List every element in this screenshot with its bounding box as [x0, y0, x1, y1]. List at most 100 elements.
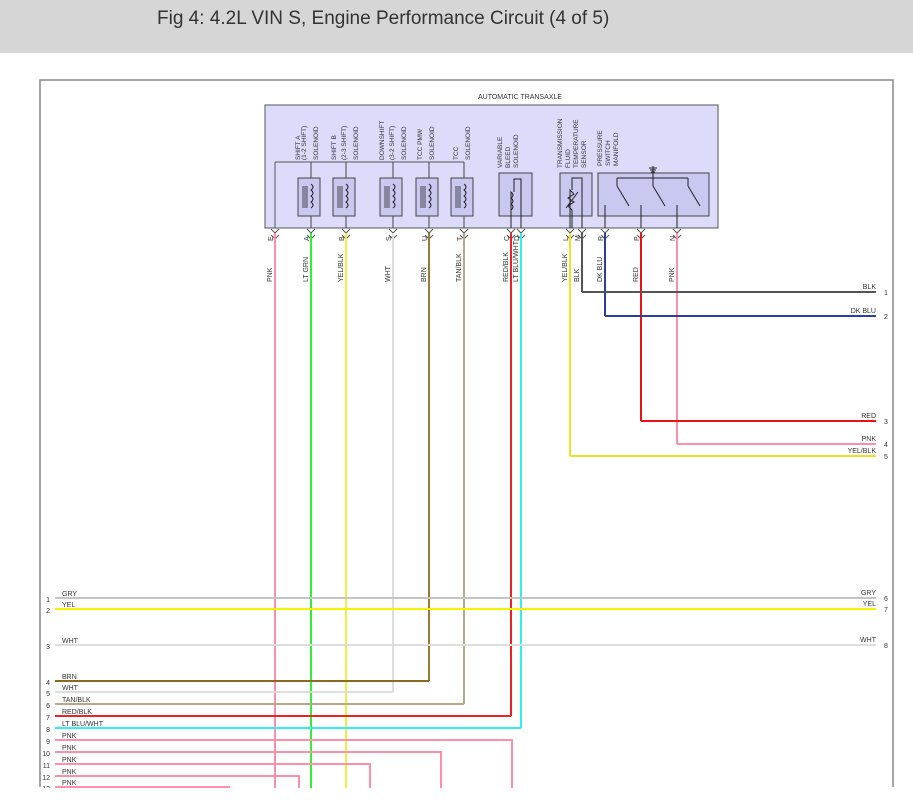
pin-label-M: M [575, 235, 582, 241]
downshift-solenoid-label: SOLENOID [401, 126, 408, 160]
left-wire-9 [55, 739, 513, 802]
downshift-solenoid-label: DOWNSHIFT [379, 121, 386, 160]
shift-b-solenoid-label: (2-3 SHIFT) [341, 126, 348, 160]
left-wire-10 [55, 751, 442, 802]
pin-label-A: A [304, 236, 311, 241]
coil-icon [463, 183, 467, 209]
page-bottom [0, 788, 913, 802]
shift-a-solenoid-body [297, 177, 321, 217]
pin-label-U: U [422, 236, 429, 241]
wire-color-label: LT BLU/WHT [513, 240, 520, 282]
left-pin-number: 1 [46, 597, 50, 604]
left-wire-label: TAN/BLK [62, 697, 91, 704]
downshift-solenoid-label: (3-2 SHIFT) [389, 126, 396, 160]
shift-a-solenoid-label: (1-2 SHIFT) [301, 126, 308, 160]
wire-color-label: YEL/BLK [338, 253, 345, 282]
transmission-fluid-temperature-sensor-label: SENSOR [581, 140, 588, 168]
right-pin-number: 1 [884, 290, 888, 297]
tcc-pwm-solenoid-label: TCC PMW [417, 128, 424, 160]
left-wire-label: PNK [62, 733, 77, 740]
left-pin-number: 8 [46, 727, 50, 734]
pin-label-E: E [268, 236, 275, 241]
thermistor-icon [565, 177, 583, 228]
left-pin-number: 3 [46, 644, 50, 651]
left-pin-number: 11 [43, 763, 50, 770]
right-wire-label: DK BLU [851, 308, 876, 315]
pressure-switch-manifold-label: SWITCH [605, 140, 612, 166]
wire-color-label: DK BLU [597, 257, 604, 282]
pressure-switch-manifold-label: MANIFOLD [613, 132, 620, 166]
right-pin-number: 4 [884, 442, 888, 449]
pin-label-S: S [386, 236, 393, 241]
right-wire-label: GRY [861, 590, 876, 597]
transmission-fluid-temperature-sensor-label: FLUID [565, 149, 572, 168]
right-pin-number: 2 [884, 314, 888, 321]
wire-color-label: BRN [421, 267, 428, 282]
pin-label-B: B [339, 236, 346, 241]
coil-icon [392, 183, 396, 209]
pressure-switch-manifold-label: PRESSURE [597, 130, 604, 166]
left-pin-number: 12 [42, 775, 50, 782]
variable-bleed-solenoid-label: VARIABLE [497, 136, 504, 168]
left-wire-label: PNK [62, 745, 77, 752]
wire-color-label: BLK [574, 268, 581, 282]
left-wire-label: PNK [62, 769, 77, 776]
pin-label-C: C [504, 236, 511, 241]
transmission-fluid-temperature-sensor-label: TEMPERATURE [573, 119, 580, 168]
pin-label-N: N [670, 236, 677, 241]
pin-label-L: L [563, 237, 570, 241]
right-pin-number: 8 [884, 643, 888, 650]
left-wire-label: PNK [62, 757, 77, 764]
tcc-pwm-solenoid-body [415, 177, 439, 217]
left-wire-label: BRN [62, 674, 77, 681]
right-pin-number: 6 [884, 596, 888, 603]
wire-color-label: YEL/BLK [562, 253, 569, 282]
variable-bleed-solenoid-label: SOLENOID [513, 134, 520, 168]
tcc-solenoid-label: TCC [453, 146, 460, 160]
pin-label-R: R [598, 236, 605, 241]
right-wire-label: YEL/BLK [848, 448, 877, 455]
left-wire-label: GRY [62, 591, 77, 598]
left-pin-number: 5 [46, 691, 50, 698]
left-wire-label: WHT [62, 685, 79, 692]
wire-color-label: PNK [267, 267, 274, 282]
left-wire-label: YEL [62, 602, 75, 609]
tcc-solenoid-body [450, 177, 474, 217]
variable-bleed-solenoid-label: BLEED [505, 146, 512, 168]
right-pin-number: 3 [884, 419, 888, 426]
right-wire-label: RED [861, 413, 876, 420]
tcc-pwm-solenoid-label: SOLENOID [429, 126, 436, 160]
shift-b-solenoid-label: SHIFT B [331, 135, 338, 160]
transmission-fluid-temperature-sensor-label: TRANSMISSION [557, 118, 564, 168]
header-bar: Fig 4: 4.2L VIN S, Engine Performance Ci… [0, 0, 913, 53]
left-pin-number: 2 [46, 608, 50, 615]
component-title: AUTOMATIC TRANSAXLE [478, 94, 562, 101]
right-wire-label: BLK [863, 284, 877, 291]
left-wire-label: WHT [62, 638, 79, 645]
right-wire-label: PNK [862, 436, 877, 443]
coil-icon [345, 183, 349, 209]
coil-icon [428, 183, 432, 209]
left-pin-number: 4 [46, 680, 50, 687]
left-pin-number: 7 [46, 715, 50, 722]
coil-icon [510, 178, 522, 228]
variable-bleed-solenoid-body [498, 172, 533, 217]
wire-color-label: TAN/BLK [456, 253, 463, 282]
shift-a-solenoid-label: SHIFT A [295, 135, 302, 160]
left-wire-label: RED/BLK [62, 709, 92, 716]
left-wire-label: PNK [62, 780, 77, 787]
right-pin-number: 7 [884, 607, 888, 614]
coil-icon [310, 183, 314, 209]
pin-label-P: P [634, 236, 641, 241]
downshift-solenoid-body [379, 177, 403, 217]
diagram-frame [39, 79, 894, 787]
shift-b-solenoid-label: SOLENOID [353, 126, 360, 160]
switch-contacts-icon [604, 166, 701, 228]
pin-label-T: T [457, 236, 464, 241]
wire-color-label: RED/BLK [503, 252, 510, 282]
wire-color-label: RED [633, 267, 640, 282]
left-wire-label: LT BLU/WHT [62, 721, 104, 728]
left-pin-number: 10 [42, 751, 50, 758]
right-pin-number: 5 [884, 454, 888, 461]
